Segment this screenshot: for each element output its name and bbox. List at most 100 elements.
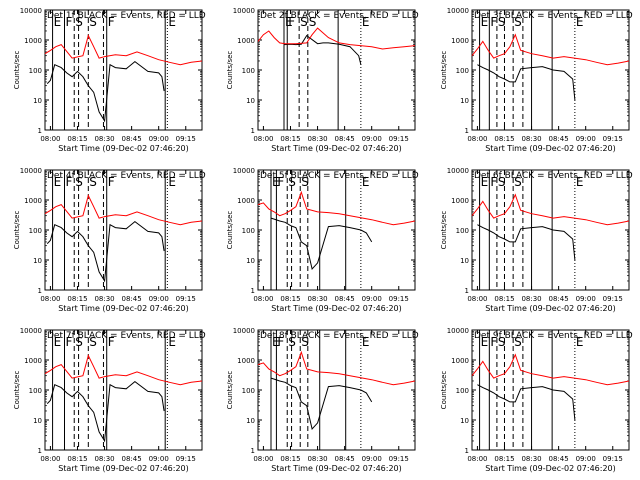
panel-7-series-red-lld [44,354,203,386]
panel-2-xtick-label: 09:00 [362,135,382,143]
panel-5-series-black-events [270,217,373,271]
panel-8-marker-label: E [272,335,280,349]
panel-9-xtick-label: 08:15 [494,455,514,463]
panel-7-ytick-label: 10 [33,417,42,425]
panel-2-marker-label: S [309,15,317,29]
panel-7: 1 10 100 1000 10000 08:00 08:15 08:30 08:45 09:00… [13,327,206,473]
panel-9-xtick-label: 08:00 [467,455,487,463]
panel-4-ytick-label: 1 [38,287,42,295]
panel-7-ylabel: Counts/sec [13,371,21,410]
panel-7-marker-label: E [168,335,176,349]
panel-3-marker-label: F [490,15,497,29]
panel-6-xtick-label: 08:00 [467,295,487,303]
panel-4-xtick-label: 08:30 [94,295,114,303]
panel-9: 1 10 100 1000 10000 08:00 08:15 08:30 08:45 09:00… [440,327,633,473]
panel-4-xtick-label: 09:00 [149,295,169,303]
panel-7-ytick-label: 10000 [20,327,42,335]
panel-8-series-black-events [270,377,373,431]
panel-2-series-red-lld [257,27,416,50]
panel-7-xtick-label: 08:45 [122,455,142,463]
panel-9-xtick-label: 08:45 [549,455,569,463]
panel-4-marker-label: F [65,175,72,189]
panel-1-marker-label: E [168,15,176,29]
panel-8-marker-label: S [301,335,309,349]
panel-8-ytick-label: 1000 [237,357,255,365]
panel-7-marker-label: F [65,335,72,349]
panel-9-ytick-label: 1000 [451,357,469,365]
panel-8-series-red-lld [257,350,416,386]
panel-6-marker-label: E [576,175,584,189]
panel-7-xlabel: Start Time (09-Dec-02 07:46:20) [58,464,189,473]
panel-8: 1 10 100 1000 10000 08:00 08:15 08:30 08:45 09:00… [226,327,419,473]
panel-3-xtick-label: 08:15 [494,135,514,143]
panel-1-xtick-label: 09:15 [176,135,196,143]
panel-4-series-red-lld [44,194,203,226]
panel-2-frame [257,9,416,131]
panel-7-xtick-label: 08:30 [94,455,114,463]
panel-4-ylabel: Counts/sec [13,211,21,250]
panel-8-xtick-label: 08:45 [335,455,355,463]
panel-6-ytick-label: 1 [465,287,469,295]
panel-2-xtick-label: 08:30 [307,135,327,143]
panel-7-ytick-label: 100 [29,387,42,395]
panel-2-marker-label: F [288,15,295,29]
panel-9-ytick-label: 100 [456,387,469,395]
panel-8-ytick-label: 1 [251,447,255,455]
panel-8-ylabel: Counts/sec [226,371,234,410]
panel-9-title: Det 9f BLACK = Events, RED = LLD [474,331,633,341]
panel-7-xtick-label: 09:00 [149,455,169,463]
panel-1-ytick-label: 10 [33,97,42,105]
panel-4-ytick-label: 100 [29,227,42,235]
panel-1-xlabel: Start Time (09-Dec-02 07:46:20) [58,144,189,153]
panel-7-xtick-label: 08:15 [67,455,87,463]
panel-8-xtick-label: 08:15 [280,455,300,463]
panel-3-xtick-label: 09:15 [603,135,623,143]
panel-1-ytick-label: 1000 [24,37,42,45]
panel-2-xtick-label: 08:45 [335,135,355,143]
panel-6-xlabel: Start Time (09-Dec-02 07:46:20) [485,304,616,313]
panel-3: 1 10 100 1000 10000 08:00 08:15 08:30 08:45 09:00… [440,7,633,153]
panel-7-marker-label: S [89,335,97,349]
panel-4: 1 10 100 1000 10000 08:00 08:15 08:30 08:45 09:00… [13,167,206,313]
panel-2-xtick-label: 09:15 [389,135,409,143]
panel-6-ytick-label: 10000 [447,167,469,175]
panel-2-ytick-label: 1000 [237,37,255,45]
panel-2-xlabel: Start Time (09-Dec-02 07:46:20) [271,144,402,153]
panel-9-xtick-label: 08:30 [521,455,541,463]
panel-2-marker-label: S [300,15,308,29]
panel-3-series-black-events [477,64,576,101]
panel-5-marker-label: S [301,175,309,189]
panel-3-xtick-label: 09:00 [576,135,596,143]
panel-4-marker-label: E [54,175,62,189]
panel-2-ytick-label: 100 [242,67,255,75]
panel-2-marker-label: E [285,15,293,29]
panel-5-ytick-label: 1 [251,287,255,295]
panel-4-ytick-label: 10000 [20,167,42,175]
panel-1-ytick-label: 1 [38,127,42,135]
panel-5-ylabel: Counts/sec [226,211,234,250]
panel-1-series-black-events [46,60,165,123]
panel-9-ytick-label: 10 [460,417,469,425]
panel-9-marker-label: E [481,335,489,349]
panel-1-marker-label: S [89,15,97,29]
panel-1-ylabel: Counts/sec [13,51,21,90]
panel-8-xtick-label: 09:15 [389,455,409,463]
panel-3-title: Det 3f BLACK = Events, RED = LLD [474,11,633,21]
panel-6-xtick-label: 08:30 [521,295,541,303]
panel-7-marker-label: F [108,335,115,349]
panel-8-xtick-label: 09:00 [362,455,382,463]
panel-9-ytick-label: 10000 [447,327,469,335]
panel-5-ytick-label: 10000 [233,167,255,175]
panel-4-xtick-label: 09:15 [176,295,196,303]
panel-1-xtick-label: 08:30 [94,135,114,143]
panel-3-marker-label: E [481,15,489,29]
panel-3-xtick-label: 08:30 [521,135,541,143]
panel-6-xtick-label: 09:15 [603,295,623,303]
panel-6-xtick-label: 09:00 [576,295,596,303]
panel-9-xtick-label: 09:15 [603,455,623,463]
panel-8-xlabel: Start Time (09-Dec-02 07:46:20) [271,464,402,473]
panel-5-xtick-label: 09:00 [362,295,382,303]
panel-9-marker-label: S [498,335,506,349]
panel-5-marker-label: E [272,175,280,189]
panel-3-xlabel: Start Time (09-Dec-02 07:46:20) [485,144,616,153]
